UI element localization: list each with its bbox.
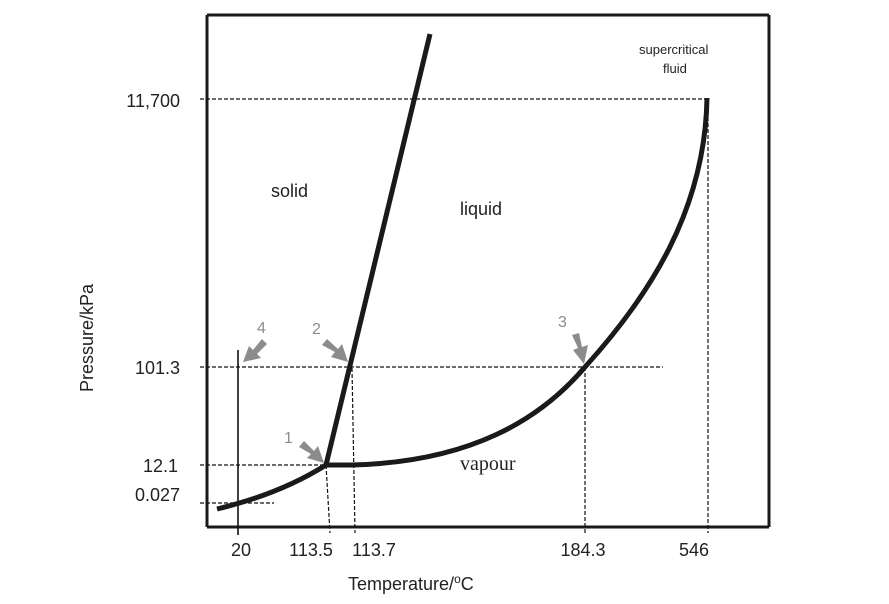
region-solid-label: solid <box>271 181 308 201</box>
arrow-1-icon <box>299 441 324 463</box>
annotation-arrows <box>243 333 588 463</box>
y-axis-title: Pressure/kPa <box>77 283 97 392</box>
x-axis-title-main: Temperature/ <box>348 574 454 594</box>
x-axis-title: Temperature/oC <box>348 572 474 594</box>
arrow-label-1: 1 <box>284 430 293 447</box>
arrow-label-2: 2 <box>312 321 321 338</box>
guide-113-5 <box>325 464 331 534</box>
x-tick-546: 546 <box>679 540 709 560</box>
arrow-4-icon <box>243 339 267 362</box>
x-tick-113-7: 113.7 <box>352 540 396 560</box>
guide-lines <box>200 98 709 534</box>
x-axis-ticks: 20 113.5 113.7 184.3 546 <box>231 540 709 560</box>
phase-curves <box>216 33 710 512</box>
arrow-2-icon <box>322 339 348 362</box>
region-supercritical-label: supercritical <box>639 42 708 57</box>
plot-frame <box>205 13 771 529</box>
melting-curve <box>323 33 433 466</box>
guide-113-7 <box>351 367 356 534</box>
x-tick-184-3: 184.3 <box>560 540 605 560</box>
region-fluid-label: fluid <box>663 61 687 76</box>
x-axis-title-unit: C <box>461 574 474 594</box>
x-tick-113-5: 113.5 <box>289 540 333 560</box>
arrow-label-3: 3 <box>558 314 567 331</box>
y-tick-11700: 11,700 <box>126 91 180 111</box>
region-vapour-label: vapour <box>460 453 516 475</box>
y-tick-101-3: 101.3 <box>135 358 180 378</box>
vaporization-curve <box>326 97 710 468</box>
x-axis-title-degree: o <box>454 572 461 586</box>
arrow-label-4: 4 <box>257 320 266 337</box>
sublimation-curve <box>216 462 328 512</box>
y-tick-0-027: 0.027 <box>135 485 180 505</box>
y-tick-12-1: 12.1 <box>143 456 178 476</box>
x-tick-20: 20 <box>231 540 251 560</box>
arrow-3-icon <box>572 333 588 364</box>
region-liquid-label: liquid <box>460 199 502 219</box>
y-axis-ticks: 11,700 101.3 12.1 0.027 <box>126 91 180 505</box>
